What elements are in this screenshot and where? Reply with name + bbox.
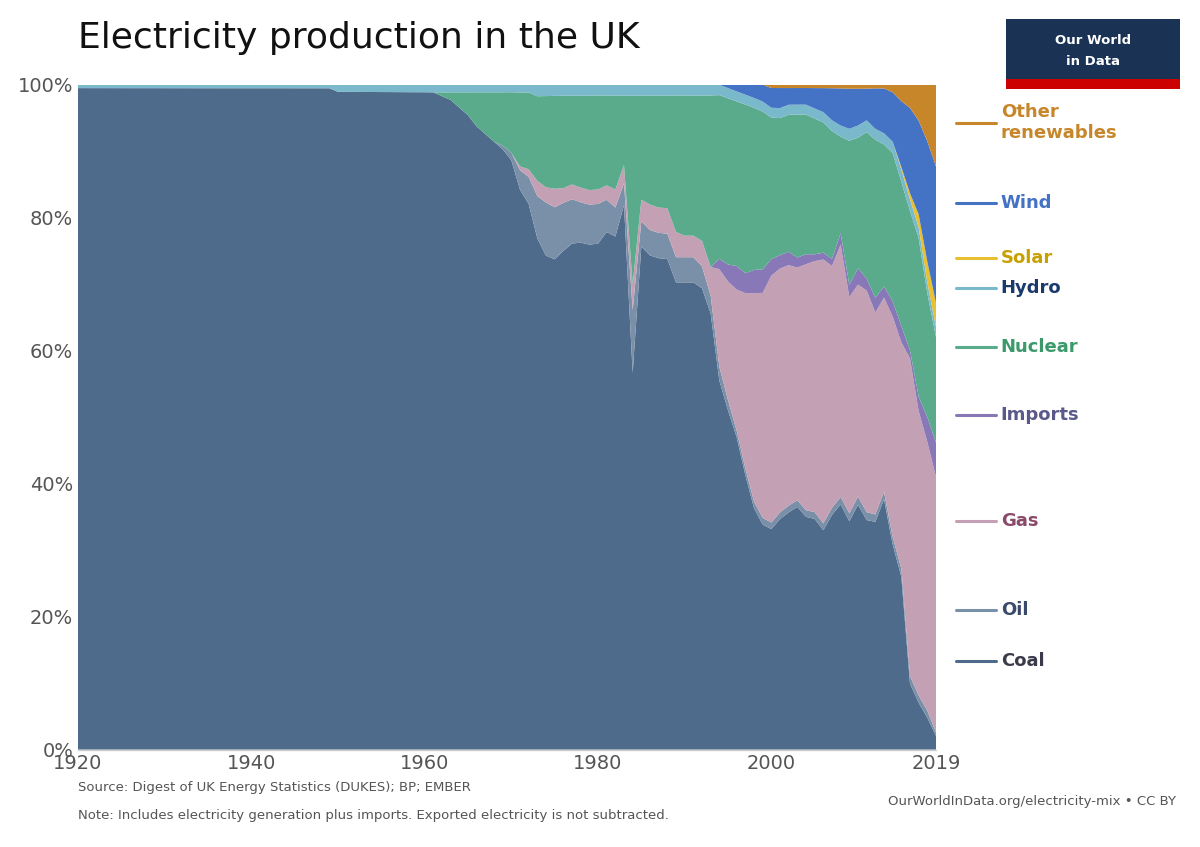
Text: Our World: Our World [1055,34,1130,47]
Text: Hydro: Hydro [1001,279,1062,297]
Text: Wind: Wind [1001,194,1052,213]
Bar [1006,80,1180,89]
Text: Imports: Imports [1001,406,1080,424]
Text: Nuclear: Nuclear [1001,338,1079,357]
Text: in Data: in Data [1066,55,1120,68]
Text: Gas: Gas [1001,512,1038,530]
Text: OurWorldInData.org/electricity-mix • CC BY: OurWorldInData.org/electricity-mix • CC … [888,795,1176,808]
Text: Oil: Oil [1001,601,1028,619]
Text: Solar: Solar [1001,249,1054,268]
Text: Coal: Coal [1001,651,1044,670]
Text: Other
renewables: Other renewables [1001,103,1117,142]
Text: Electricity production in the UK: Electricity production in the UK [78,21,640,55]
Text: Note: Includes electricity generation plus imports. Exported electricity is not : Note: Includes electricity generation pl… [78,809,668,822]
Text: Source: Digest of UK Energy Statistics (DUKES); BP; EMBER: Source: Digest of UK Energy Statistics (… [78,782,470,794]
